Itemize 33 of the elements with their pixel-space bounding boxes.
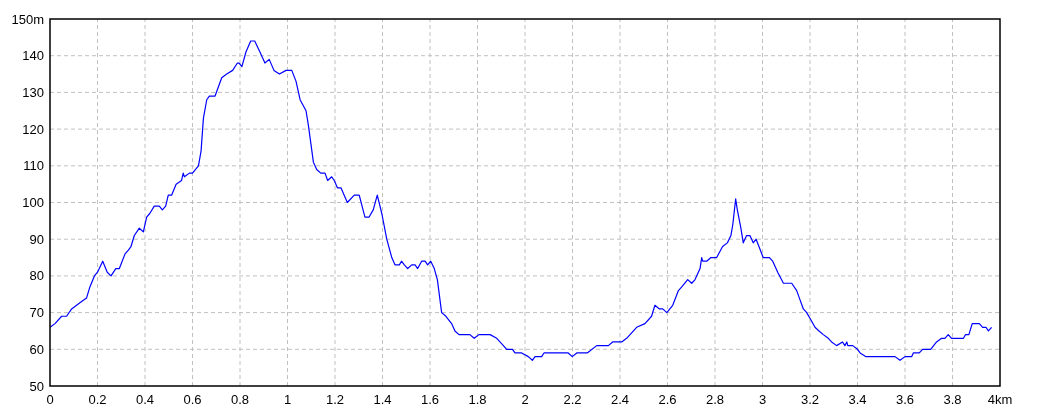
x-tick-label: 2.2	[563, 391, 582, 407]
y-tick-label: 50	[29, 378, 44, 394]
x-tick-label: 0.4	[135, 391, 155, 407]
x-tick-label: 2.4	[610, 391, 630, 407]
x-tick-label: 2.8	[705, 391, 725, 407]
y-tick-label: 100	[22, 195, 44, 210]
x-tick-label: 0.2	[88, 391, 107, 407]
y-tick-label: 120	[22, 121, 44, 137]
x-tick-label: 3.6	[895, 391, 915, 407]
y-tick-label: 150m	[11, 11, 44, 27]
x-tick-label: 1.8	[468, 391, 487, 407]
y-tick-label: 130	[22, 84, 44, 100]
x-tick-label: 1.2	[325, 391, 345, 407]
x-tick-label: 3	[758, 391, 767, 407]
x-tick-label: 1	[283, 391, 292, 407]
x-tick-label: 0.6	[183, 391, 202, 407]
x-tick-label: 4km	[987, 391, 1013, 407]
y-tick-label: 90	[29, 231, 44, 247]
y-tick-label: 140	[22, 48, 44, 64]
y-tick-label: 80	[29, 268, 44, 284]
x-tick-label: 3.2	[800, 391, 820, 407]
x-tick-label: 0	[46, 391, 54, 407]
y-tick-label: 60	[29, 341, 44, 357]
x-tick-label: 2.6	[658, 391, 677, 407]
x-tick-label: 1.4	[373, 391, 392, 407]
x-tick-label: 3.4	[848, 391, 867, 407]
x-tick-label: 2	[521, 391, 529, 407]
x-tick-label: 1.6	[420, 391, 440, 407]
x-tick-label: 0.8	[230, 391, 250, 407]
x-tick-label: 3.8	[943, 391, 962, 407]
y-tick-label: 70	[29, 305, 44, 321]
line-series	[49, 40, 993, 361]
y-tick-label: 110	[23, 158, 44, 174]
